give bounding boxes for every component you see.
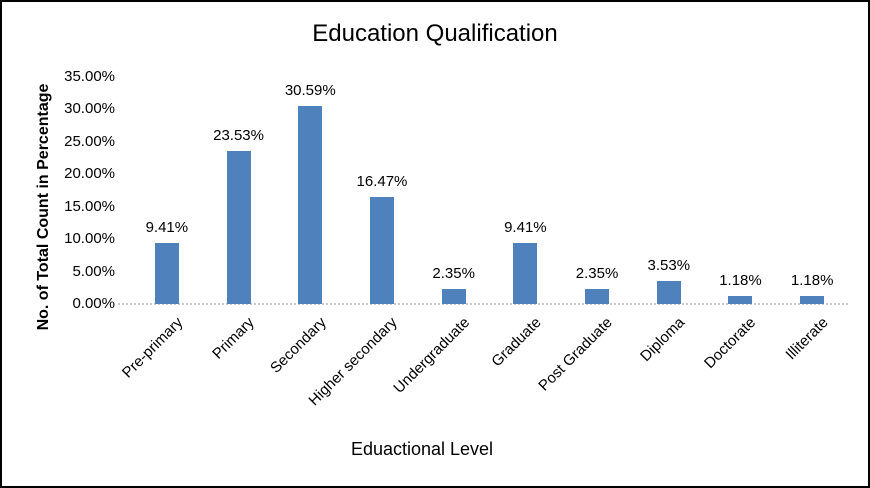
x-axis-title: Eduactional Level <box>350 439 494 459</box>
x-tick-label: Diploma <box>636 314 688 365</box>
bar <box>226 151 251 304</box>
x-axis-line <box>118 303 849 305</box>
bar-value-label: 23.53% <box>213 127 264 144</box>
bar-group: 1.18% <box>776 77 848 304</box>
y-tick-label: 5.00% <box>72 262 115 280</box>
x-tick-label: Secondary <box>266 314 330 377</box>
chart-title: Education Qualification <box>312 20 558 47</box>
x-tick-label: Undergraduate <box>389 314 473 397</box>
x-tick-label: Pre-primary <box>118 314 186 382</box>
bar <box>800 296 825 304</box>
bar-value-label: 9.41% <box>504 219 547 236</box>
bar-value-label: 1.18% <box>719 272 762 289</box>
bar-value-label: 30.59% <box>284 82 336 99</box>
bar-value-label: 2.35% <box>432 265 475 282</box>
bar <box>728 296 753 304</box>
bar-group: 9.41% <box>131 77 203 304</box>
bar <box>656 281 681 304</box>
bar-value-label: 9.41% <box>145 219 189 236</box>
bar <box>513 243 538 304</box>
bar-value-label: 2.35% <box>575 265 619 282</box>
x-tick-label: Illiterate <box>782 314 832 364</box>
x-tick-label: Graduate <box>488 314 545 371</box>
bar-value-label: 16.47% <box>356 173 408 190</box>
x-tick-label: Doctorate <box>701 314 760 373</box>
x-tick-label: Primary <box>209 314 258 363</box>
y-tick-label: 15.00% <box>64 197 115 215</box>
bar <box>441 289 466 304</box>
bar <box>585 289 610 304</box>
bar-value-label: 1.18% <box>790 272 834 289</box>
bar-group: 2.35% <box>418 77 490 304</box>
bar-group: 23.53% <box>203 77 275 304</box>
bar-group: 3.53% <box>633 77 705 304</box>
y-tick-label: 0.00% <box>72 295 115 312</box>
y-tick-label: 30.00% <box>64 100 115 118</box>
y-tick-label: 20.00% <box>64 165 115 183</box>
plot-area: 9.41% 23.53% 30.59% 16.47% 2.35% 9.41% 2.35% 3.… <box>131 77 848 304</box>
bar-group: 16.47% <box>346 77 418 304</box>
x-tick-label: Post Graduate <box>535 314 617 395</box>
bar <box>154 243 179 304</box>
bar-group: 30.59% <box>274 77 346 304</box>
y-tick-label: 10.00% <box>64 230 115 248</box>
bar-group: 2.35% <box>561 77 633 304</box>
y-tick-label: 25.00% <box>64 132 115 150</box>
bar <box>369 197 394 304</box>
bar-group: 1.18% <box>705 77 777 304</box>
bar-group: 9.41% <box>490 77 562 304</box>
bar <box>298 106 323 304</box>
bar-value-label: 3.53% <box>647 257 691 274</box>
y-tick-label: 35.00% <box>64 68 115 85</box>
